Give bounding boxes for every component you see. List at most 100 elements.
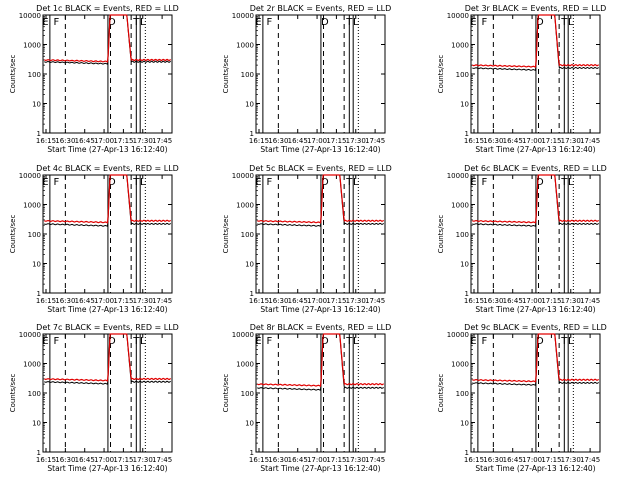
x-tick-label: 16:45 [503, 297, 523, 305]
marker-label: T [132, 17, 140, 28]
y-tick-label: 1000 [23, 42, 41, 50]
x-tick-label: 17:00 [522, 456, 542, 464]
marker-label: D [108, 177, 116, 188]
x-axis-label: Start Time (27-Apr-13 16:12:40) [260, 464, 380, 473]
x-tick-label: 17:45 [152, 137, 172, 145]
y-tick-label: 1000 [236, 202, 254, 210]
marker-label: T [345, 336, 353, 347]
x-tick-label: 17:45 [580, 297, 600, 305]
y-tick-label: 100 [241, 71, 254, 79]
marker-label: L [353, 177, 359, 188]
x-tick-label: 17:30 [561, 297, 581, 305]
marker-label: T [345, 17, 353, 28]
x-tick-label: 17:15 [326, 456, 346, 464]
x-tick-label: 17:45 [152, 456, 172, 464]
y-tick-label: 100 [241, 231, 254, 239]
marker-label: F [481, 177, 487, 188]
x-tick-label: 16:45 [75, 456, 95, 464]
y-axis-label: Counts/sec [437, 215, 445, 254]
x-tick-label: 17:45 [152, 297, 172, 305]
y-tick-label: 100 [28, 390, 41, 398]
x-axis-label: Start Time (27-Apr-13 16:12:40) [47, 145, 167, 154]
marker-label: F [266, 17, 272, 28]
y-tick-label: 10 [460, 101, 469, 109]
x-tick-label: 17:15 [541, 456, 561, 464]
events-series-line [472, 174, 600, 227]
y-tick-label: 10 [245, 101, 254, 109]
events-series-line [44, 14, 171, 65]
x-tick-label: 17:45 [580, 456, 600, 464]
lld-series-line [44, 14, 172, 63]
panel-title: Det 6c BLACK = Events, RED = LLD [464, 164, 607, 173]
x-tick-label: 17:00 [94, 297, 114, 305]
marker-label: F [266, 336, 272, 347]
panel-title: Det 4c BLACK = Events, RED = LLD [36, 164, 179, 173]
marker-label: F [53, 17, 59, 28]
x-tick-label: 16:45 [288, 456, 308, 464]
y-tick-label: 1 [250, 290, 254, 298]
x-tick-label: 17:45 [365, 137, 385, 145]
y-tick-label: 1 [465, 290, 469, 298]
y-tick-label: 1 [37, 290, 41, 298]
marker-label: F [481, 336, 487, 347]
x-tick-label: 16:30 [55, 137, 75, 145]
y-tick-label: 10000 [232, 172, 254, 180]
x-axis-label: Start Time (27-Apr-13 16:12:40) [260, 145, 380, 154]
marker-label: L [353, 17, 359, 28]
x-tick-label: 16:15 [464, 297, 484, 305]
lld-series-line [472, 333, 600, 383]
marker-label: L [568, 336, 574, 347]
marker-label: T [560, 336, 568, 347]
x-axis-label: Start Time (27-Apr-13 16:12:40) [475, 145, 595, 154]
marker-label: T [560, 177, 568, 188]
y-tick-label: 1000 [451, 42, 469, 50]
x-tick-label: 17:30 [133, 456, 153, 464]
x-axis-label: Start Time (27-Apr-13 16:12:40) [475, 464, 595, 473]
marker-label: E [470, 177, 476, 188]
x-tick-label: 16:15 [36, 456, 56, 464]
y-tick-label: 100 [241, 390, 254, 398]
marker-label: D [321, 17, 329, 28]
x-tick-label: 16:30 [268, 297, 288, 305]
y-axis-label: Counts/sec [9, 55, 17, 94]
panel-title: Det 3r BLACK = Events, RED = LLD [465, 4, 607, 13]
events-series-line [472, 333, 600, 386]
marker-label: D [536, 177, 544, 188]
x-tick-label: 16:30 [268, 456, 288, 464]
y-tick-label: 10000 [19, 12, 41, 20]
y-tick-label: 10 [245, 261, 254, 269]
x-axis-label: Start Time (27-Apr-13 16:12:40) [47, 464, 167, 473]
marker-label: D [108, 17, 116, 28]
marker-label: E [255, 17, 261, 28]
x-tick-label: 16:15 [249, 137, 269, 145]
marker-label: T [132, 336, 140, 347]
panel-title: Det 9c BLACK = Events, RED = LLD [464, 323, 607, 332]
y-tick-label: 10000 [19, 172, 41, 180]
x-tick-label: 17:30 [561, 137, 581, 145]
marker-label: E [470, 336, 476, 347]
y-tick-label: 100 [28, 231, 41, 239]
x-tick-label: 16:45 [75, 137, 95, 145]
events-series-line [44, 333, 171, 385]
y-tick-label: 10000 [232, 331, 254, 339]
x-tick-label: 17:15 [113, 297, 133, 305]
marker-label: F [53, 177, 59, 188]
x-tick-label: 16:30 [55, 297, 75, 305]
y-tick-label: 100 [456, 231, 469, 239]
x-tick-label: 16:15 [249, 456, 269, 464]
marker-label: D [536, 336, 544, 347]
y-tick-label: 1 [37, 449, 41, 457]
x-tick-label: 16:15 [36, 137, 56, 145]
y-tick-label: 1 [37, 130, 41, 138]
panel-title: Det 2r BLACK = Events, RED = LLD [250, 4, 392, 13]
marker-label: L [353, 336, 359, 347]
y-tick-label: 1 [250, 130, 254, 138]
x-tick-label: 16:45 [503, 456, 523, 464]
y-tick-label: 1000 [23, 202, 41, 210]
x-tick-label: 16:30 [483, 137, 503, 145]
